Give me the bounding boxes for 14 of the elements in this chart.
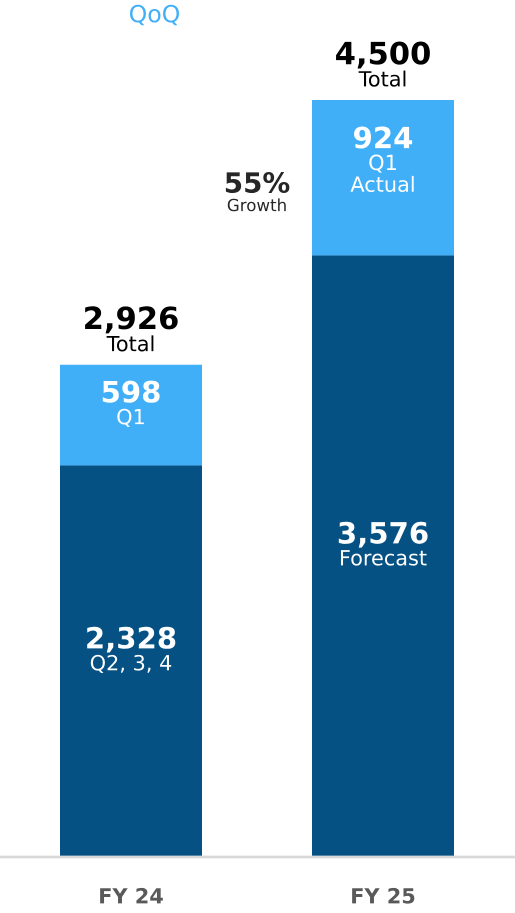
bar — [312, 100, 454, 256]
data-label: 2,328 Q2, 3, 4 — [87, 626, 176, 673]
annotation: 55% Growth — [226, 172, 290, 212]
text: QoQ — [130, 4, 179, 26]
data-label: 924 Q1 Actual — [350, 126, 414, 192]
data-label: 3,576 Forecast — [338, 522, 428, 566]
bar — [60, 465, 202, 857]
data-label: 598 Q1 — [102, 380, 160, 427]
total-label: 4,500 Total — [336, 42, 430, 87]
x-tick-label: FY 24 — [100, 888, 163, 904]
total-label: 2,926 Total — [85, 306, 178, 352]
bar — [60, 364, 202, 466]
bar — [312, 255, 454, 857]
x-tick-label: FY 25 — [352, 888, 414, 904]
